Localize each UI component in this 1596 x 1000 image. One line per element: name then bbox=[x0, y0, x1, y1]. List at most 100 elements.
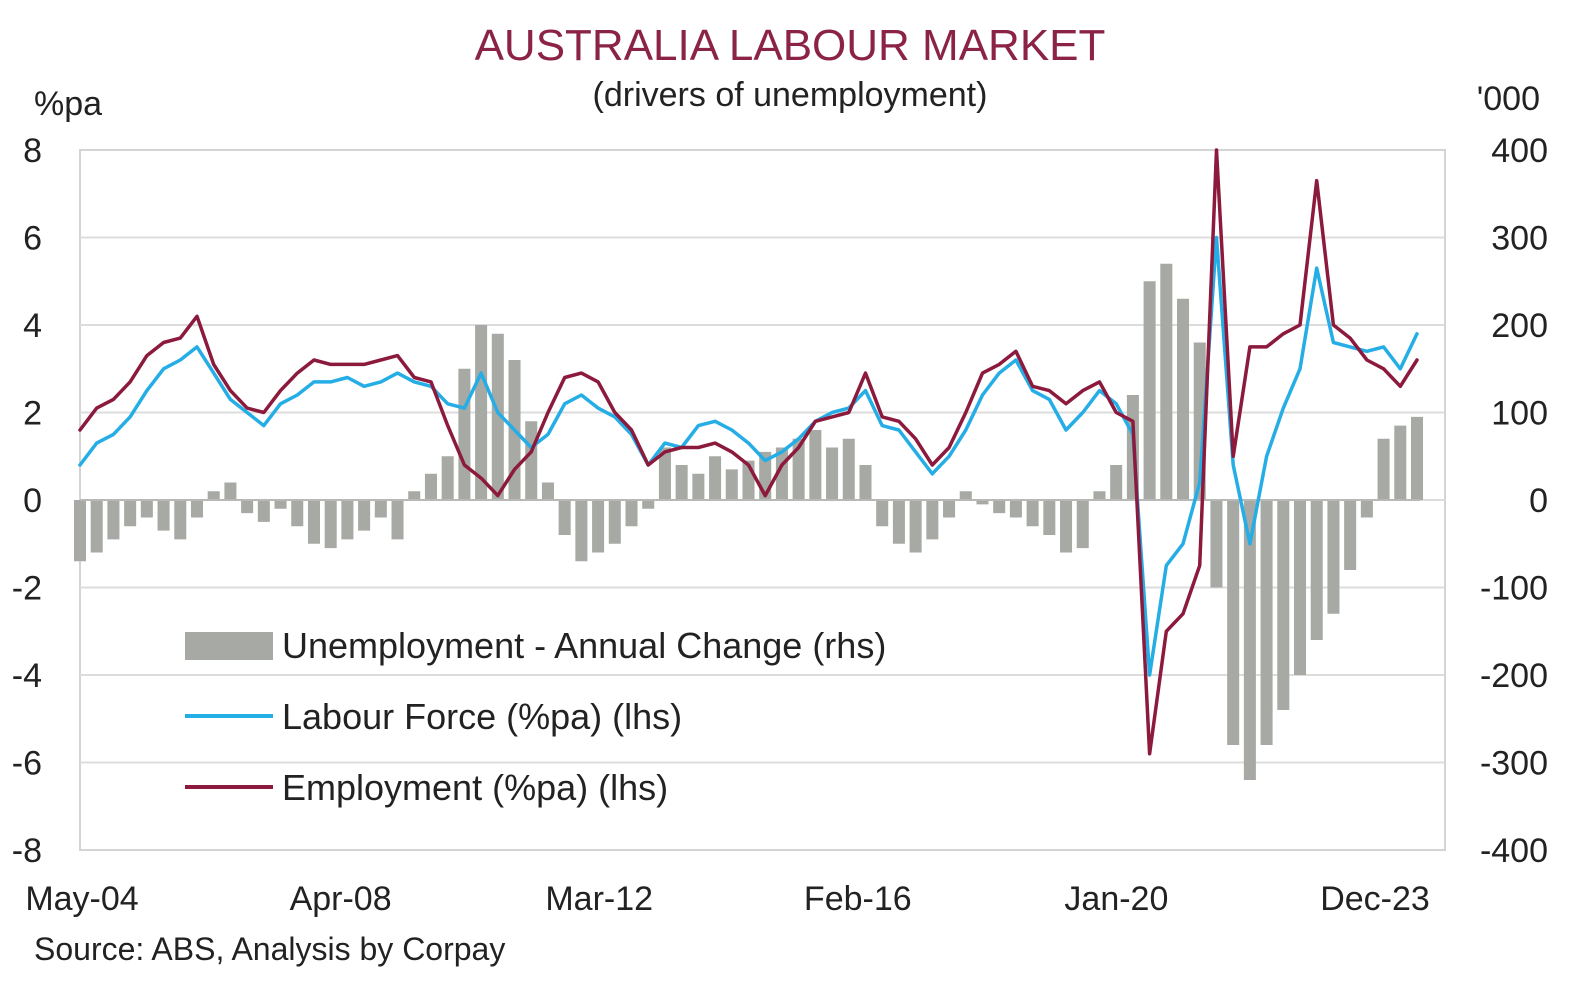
left-tick-label: -6 bbox=[12, 745, 42, 783]
unemployment-bar bbox=[1394, 425, 1407, 500]
unemployment-bar bbox=[174, 500, 187, 540]
unemployment-bar bbox=[475, 325, 488, 500]
right-tick-label: 400 bbox=[1491, 132, 1548, 170]
legend-swatch-unemployment bbox=[185, 632, 273, 660]
unemployment-bar bbox=[190, 500, 204, 518]
unemployment-bar bbox=[458, 368, 471, 500]
unemployment-bar bbox=[73, 500, 87, 562]
unemployment-bar bbox=[943, 500, 956, 518]
unemployment-bar bbox=[1310, 500, 1323, 640]
unemployment-bar bbox=[1043, 500, 1056, 535]
x-tick-label: Feb-16 bbox=[804, 880, 912, 918]
unemployment-bar bbox=[608, 500, 621, 544]
unemployment-bar bbox=[1160, 263, 1173, 500]
unemployment-bar bbox=[993, 500, 1006, 514]
right-tick-label: 0 bbox=[1529, 482, 1548, 520]
unemployment-bar bbox=[391, 500, 404, 540]
chart-title: AUSTRALIA LABOUR MARKET bbox=[475, 21, 1106, 70]
legend-label-labour-force: Labour Force (%pa) (lhs) bbox=[282, 696, 682, 737]
unemployment-bar bbox=[859, 465, 872, 500]
unemployment-bar bbox=[291, 500, 304, 527]
unemployment-bar bbox=[625, 500, 638, 527]
left-tick-label: -8 bbox=[12, 832, 42, 870]
unemployment-bar bbox=[675, 465, 688, 500]
unemployment-bar bbox=[976, 500, 989, 505]
unemployment-bar bbox=[124, 500, 137, 527]
x-axis-ticks: May-04 Apr-08 Mar-12 Feb-16 Jan-20 Dec-23 bbox=[25, 880, 1429, 918]
unemployment-bar bbox=[441, 456, 454, 500]
x-tick-label: Apr-08 bbox=[290, 880, 392, 918]
unemployment-bar bbox=[892, 500, 905, 544]
unemployment-bar bbox=[876, 500, 889, 527]
unemployment-bar bbox=[374, 500, 387, 518]
unemployment-bar bbox=[1410, 416, 1424, 500]
series-lines bbox=[78, 148, 1419, 756]
unemployment-bar bbox=[107, 500, 120, 540]
unemployment-bar bbox=[725, 469, 738, 500]
unemployment-bar bbox=[1177, 298, 1190, 500]
unemployment-bar bbox=[826, 447, 839, 500]
source-note: Source: ABS, Analysis by Corpay bbox=[34, 931, 505, 967]
unemployment-bar bbox=[307, 500, 320, 544]
unemployment-bar bbox=[157, 500, 170, 531]
unemployment-bar bbox=[324, 500, 337, 549]
right-tick-label: 300 bbox=[1491, 220, 1548, 258]
unemployment-bar bbox=[1327, 500, 1340, 614]
unemployment-bars bbox=[73, 263, 1424, 780]
unemployment-bar bbox=[90, 500, 103, 553]
unemployment-bar bbox=[558, 500, 571, 535]
employment-line bbox=[78, 148, 1419, 756]
left-tick-label: 4 bbox=[23, 307, 42, 345]
legend-label-employment: Employment (%pa) (lhs) bbox=[282, 767, 668, 808]
left-axis-ticks: 8 6 4 2 0 -2 -4 -6 -8 bbox=[12, 132, 42, 870]
unemployment-bar bbox=[1243, 500, 1256, 780]
left-tick-label: 2 bbox=[23, 395, 42, 433]
unemployment-bar bbox=[959, 491, 972, 500]
x-tick-label: May-04 bbox=[25, 880, 138, 918]
unemployment-bar bbox=[525, 421, 538, 500]
unemployment-bar bbox=[257, 500, 270, 522]
unemployment-bar bbox=[1110, 465, 1123, 500]
unemployment-bar bbox=[224, 482, 237, 500]
unemployment-bar bbox=[1227, 500, 1240, 745]
unemployment-bar bbox=[408, 491, 421, 500]
unemployment-bar bbox=[491, 333, 504, 500]
unemployment-bar bbox=[709, 456, 722, 500]
right-tick-label: 100 bbox=[1491, 395, 1548, 433]
unemployment-bar bbox=[592, 500, 605, 553]
x-tick-label: Dec-23 bbox=[1320, 880, 1430, 918]
legend-label-unemployment: Unemployment - Annual Change (rhs) bbox=[282, 625, 886, 666]
unemployment-bar bbox=[1060, 500, 1073, 553]
unemployment-bar bbox=[1093, 491, 1106, 500]
right-axis-unit: '000 bbox=[1477, 80, 1540, 118]
unemployment-bar bbox=[1026, 500, 1039, 527]
unemployment-bar bbox=[274, 500, 287, 509]
unemployment-bar bbox=[541, 482, 554, 500]
unemployment-bar bbox=[1143, 281, 1156, 500]
chart-subtitle: (drivers of unemployment) bbox=[593, 76, 988, 114]
right-tick-label: -400 bbox=[1480, 832, 1548, 870]
unemployment-bar bbox=[241, 500, 254, 514]
right-tick-label: -200 bbox=[1480, 657, 1548, 695]
unemployment-bar bbox=[341, 500, 354, 540]
unemployment-bar bbox=[1344, 500, 1357, 570]
unemployment-bar bbox=[642, 500, 655, 509]
left-tick-label: -2 bbox=[12, 570, 42, 608]
unemployment-bar bbox=[1009, 500, 1022, 518]
unemployment-bar bbox=[207, 491, 220, 500]
x-tick-label: Jan-20 bbox=[1064, 880, 1168, 918]
unemployment-bar bbox=[792, 438, 805, 500]
unemployment-bar bbox=[1277, 500, 1290, 710]
unemployment-bar bbox=[926, 500, 939, 540]
unemployment-bar bbox=[842, 438, 855, 500]
unemployment-bar bbox=[140, 500, 153, 518]
unemployment-bar bbox=[1076, 500, 1089, 549]
left-axis-unit: %pa bbox=[34, 85, 102, 123]
legend: Unemployment - Annual Change (rhs) Labou… bbox=[185, 625, 886, 808]
right-tick-label: 200 bbox=[1491, 307, 1548, 345]
unemployment-bar bbox=[909, 500, 922, 553]
left-tick-label: 0 bbox=[23, 482, 42, 520]
unemployment-bar bbox=[1260, 500, 1273, 745]
unemployment-bar bbox=[809, 430, 822, 500]
